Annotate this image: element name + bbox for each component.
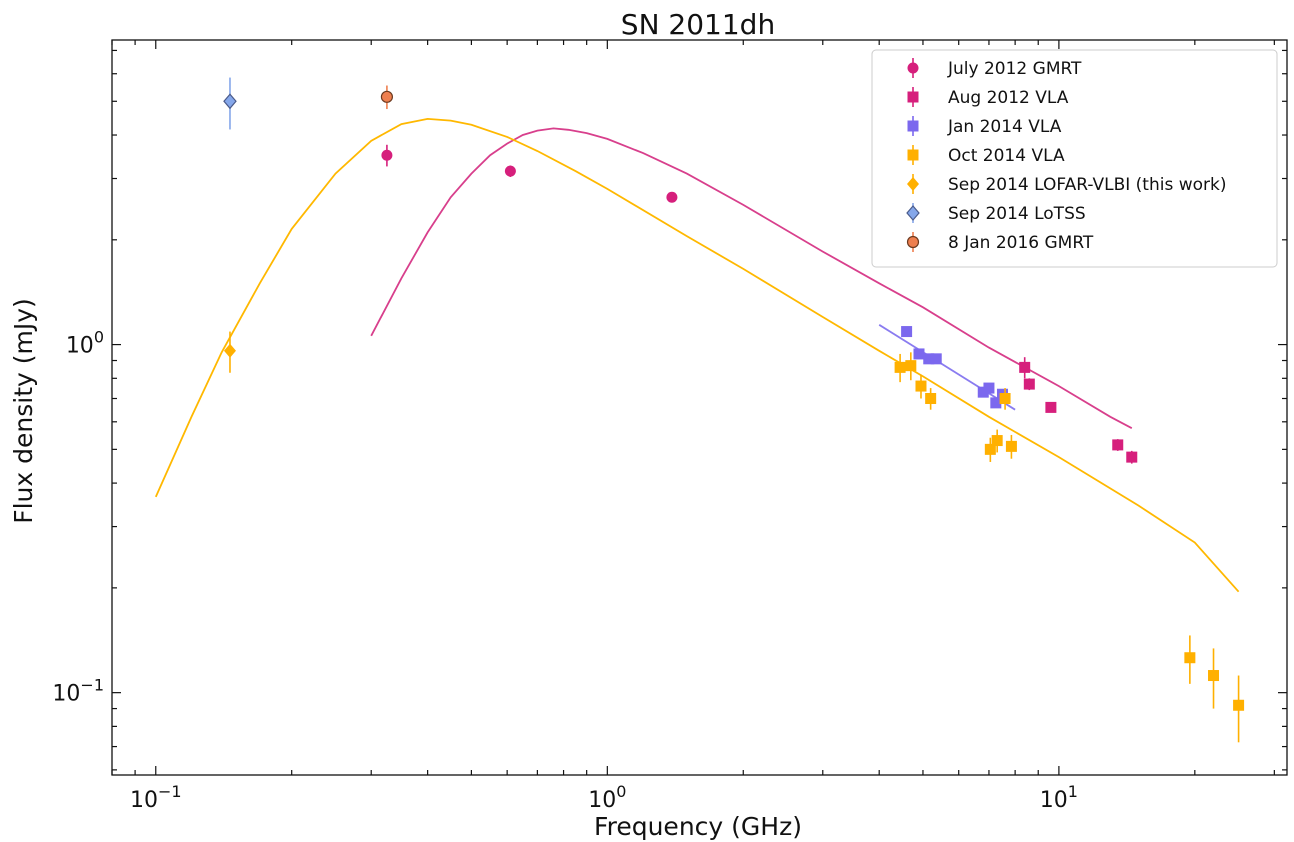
data-point xyxy=(915,380,927,392)
model-curves xyxy=(154,117,1240,593)
legend-label: Sep 2014 LOFAR-VLBI (this work) xyxy=(948,175,1226,195)
series-5 xyxy=(223,331,236,373)
data-point xyxy=(999,393,1011,405)
data-point xyxy=(905,360,917,372)
data-point xyxy=(977,386,989,398)
x-axis-label: Frequency (GHz) xyxy=(594,812,802,841)
legend-marker xyxy=(906,205,920,221)
axes-frame xyxy=(111,39,1288,776)
data-point xyxy=(1233,699,1245,711)
legend-box xyxy=(871,49,1278,268)
data-point xyxy=(504,165,516,177)
data-point xyxy=(983,382,995,394)
model-curve-2 xyxy=(154,117,1240,593)
data-point xyxy=(925,393,937,405)
data-point xyxy=(990,397,1002,409)
y-tick-label: 10−1 xyxy=(52,676,104,707)
legend-label: Sep 2014 LoTSS xyxy=(948,204,1086,224)
data-point xyxy=(1126,451,1138,463)
model-curve-3 xyxy=(878,324,1016,411)
data-point xyxy=(1112,439,1124,451)
x-axis: 10−1 100 101 xyxy=(111,40,1275,813)
series-1 xyxy=(381,144,678,203)
legend-label: Jan 2014 VLA xyxy=(947,117,1062,137)
legend-marker xyxy=(906,235,920,249)
x-tick-label: 100 xyxy=(588,782,626,813)
legend-marker xyxy=(907,149,919,161)
data-point xyxy=(923,353,935,365)
data-point xyxy=(984,443,996,455)
series-2 xyxy=(1019,357,1138,464)
data-point xyxy=(223,93,237,110)
data-point xyxy=(913,348,925,360)
legend-label: July 2012 GMRT xyxy=(947,59,1082,79)
plot-frame xyxy=(111,39,1288,776)
data-point xyxy=(223,343,236,358)
legend-label: 8 Jan 2016 GMRT xyxy=(948,233,1094,253)
legend-label: Aug 2012 VLA xyxy=(948,88,1069,108)
legend-marker xyxy=(907,62,919,74)
data-point xyxy=(666,191,678,203)
y-axis: 10−1 100 xyxy=(52,49,1287,771)
data-point xyxy=(1023,378,1035,390)
data-point xyxy=(1019,361,1031,373)
series-7 xyxy=(380,85,394,110)
series-6 xyxy=(223,77,237,130)
data-point xyxy=(381,149,393,161)
model-curve-1 xyxy=(370,127,1133,429)
series-4 xyxy=(894,352,1245,743)
legend-label: Oct 2014 VLA xyxy=(948,146,1065,166)
x-tick-label: 10−1 xyxy=(130,782,182,813)
data-point xyxy=(1045,401,1057,413)
data-point xyxy=(894,361,906,373)
data-point xyxy=(1208,670,1220,682)
data-point xyxy=(380,90,394,103)
legend-marker xyxy=(907,120,919,132)
x-tick-label: 101 xyxy=(1040,782,1078,813)
y-tick-label: 100 xyxy=(66,328,104,359)
data-point xyxy=(901,326,913,338)
data-point xyxy=(930,353,942,365)
data-point xyxy=(1184,652,1196,664)
y-axis-label: Flux density (mJy) xyxy=(9,298,38,524)
legend: July 2012 GMRT Aug 2012 VLA Jan 2014 VLA Oc… xyxy=(871,49,1278,268)
data-points xyxy=(223,77,1245,743)
legend-marker xyxy=(907,177,919,191)
data-point xyxy=(991,435,1003,447)
chart-title: SN 2011dh xyxy=(621,8,775,41)
data-point xyxy=(1005,440,1017,452)
legend-marker xyxy=(907,91,919,103)
